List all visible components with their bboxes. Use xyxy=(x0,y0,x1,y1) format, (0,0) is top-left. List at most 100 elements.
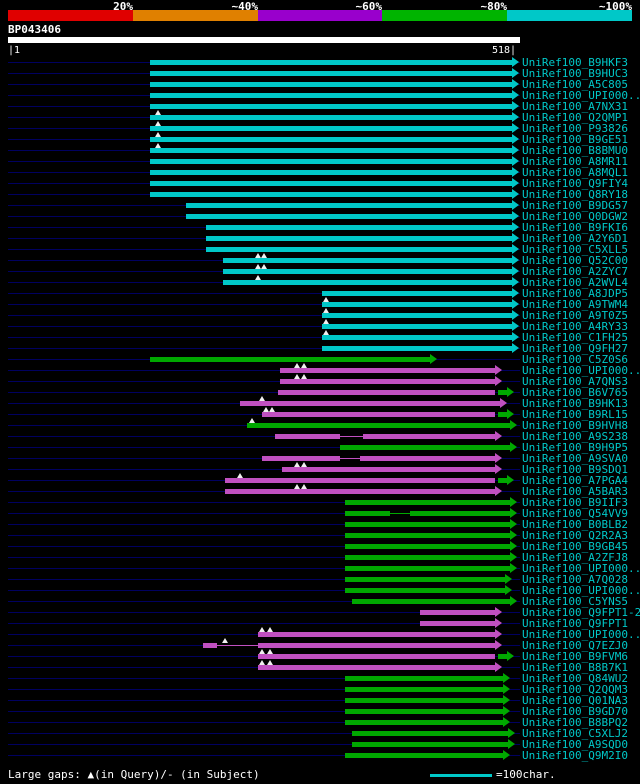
alignment-bar[interactable] xyxy=(345,500,511,505)
alignment-bar[interactable] xyxy=(359,456,496,461)
hit-label[interactable]: UniRef100_B9HUC3 xyxy=(522,67,628,80)
hit-label[interactable]: UniRef100_A7NX31 xyxy=(522,100,628,113)
alignment-bar[interactable] xyxy=(150,115,513,120)
hit-label[interactable]: UniRef100_A2WVL4 xyxy=(522,276,628,289)
hit-label[interactable]: UniRef100_Q8RY18 xyxy=(522,188,628,201)
alignment-bar[interactable] xyxy=(274,434,341,439)
alignment-bar[interactable] xyxy=(345,687,504,692)
hit-label[interactable]: UniRef100_A8MQL1 xyxy=(522,166,628,179)
hit-label[interactable]: UniRef100_A8JDP5 xyxy=(522,287,628,300)
alignment-bar[interactable] xyxy=(420,610,496,615)
alignment-bar[interactable] xyxy=(362,434,496,439)
alignment-bar[interactable] xyxy=(345,709,504,714)
alignment-bar[interactable] xyxy=(258,643,496,648)
hit-label[interactable]: UniRef100_C5Z0S6 xyxy=(522,353,628,366)
hit-label[interactable]: UniRef100_A7Q028 xyxy=(522,573,628,586)
hit-label[interactable]: UniRef100_A7PGA4 xyxy=(522,474,628,487)
alignment-bar[interactable] xyxy=(150,170,513,175)
alignment-bar[interactable] xyxy=(225,489,496,494)
hit-label[interactable]: UniRef100_C5XLL5 xyxy=(522,243,628,256)
hit-label[interactable]: UniRef100_A8MR11 xyxy=(522,155,628,168)
alignment-bar[interactable] xyxy=(258,632,496,637)
alignment-bar[interactable] xyxy=(185,214,513,219)
alignment-bar[interactable] xyxy=(322,346,513,351)
hit-label[interactable]: UniRef100_UPI000... xyxy=(522,628,640,641)
hit-label[interactable]: UniRef100_Q54VV9 xyxy=(522,507,628,520)
alignment-bar[interactable] xyxy=(351,731,509,736)
alignment-bar[interactable] xyxy=(150,159,513,164)
alignment-bar[interactable] xyxy=(150,104,513,109)
hit-label[interactable]: UniRef100_B9HKF3 xyxy=(522,56,628,69)
hit-label[interactable]: UniRef100_B9IIF3 xyxy=(522,496,628,509)
hit-label[interactable]: UniRef100_A5BAR3 xyxy=(522,485,628,498)
alignment-bar[interactable] xyxy=(150,126,513,131)
hit-label[interactable]: UniRef100_A9T0Z5 xyxy=(522,309,628,322)
hit-label[interactable]: UniRef100_B9H9P5 xyxy=(522,441,628,454)
alignment-bar[interactable] xyxy=(345,720,504,725)
hit-label[interactable]: UniRef100_A4RY33 xyxy=(522,320,628,333)
alignment-bar[interactable] xyxy=(223,258,513,263)
alignment-bar[interactable] xyxy=(150,357,431,362)
alignment-bar[interactable] xyxy=(340,458,360,459)
alignment-bar[interactable] xyxy=(345,522,511,527)
alignment-bar[interactable] xyxy=(150,137,513,142)
hit-label[interactable]: UniRef100_B8BMU0 xyxy=(522,144,628,157)
hit-label[interactable]: UniRef100_B9DG57 xyxy=(522,199,628,212)
hit-label[interactable]: UniRef100_B8B7K1 xyxy=(522,661,628,674)
alignment-bar[interactable] xyxy=(498,654,508,659)
alignment-bar[interactable] xyxy=(410,511,511,516)
hit-label[interactable]: UniRef100_Q2QMP1 xyxy=(522,111,628,124)
alignment-bar[interactable] xyxy=(202,643,217,648)
alignment-bar[interactable] xyxy=(205,247,513,252)
hit-label[interactable]: UniRef100_UPI000... xyxy=(522,364,640,377)
alignment-bar[interactable] xyxy=(205,225,513,230)
alignment-bar[interactable] xyxy=(345,588,506,593)
hit-label[interactable]: UniRef100_Q7EZJ0 xyxy=(522,639,628,652)
hit-label[interactable]: UniRef100_Q52C00 xyxy=(522,254,628,267)
hit-label[interactable]: UniRef100_A5C805 xyxy=(522,78,628,91)
alignment-bar[interactable] xyxy=(345,511,390,516)
alignment-bar[interactable] xyxy=(225,478,496,483)
alignment-bar[interactable] xyxy=(351,599,511,604)
hit-label[interactable]: UniRef100_Q9FPT1 xyxy=(522,617,628,630)
hit-label[interactable]: UniRef100_Q9FH27 xyxy=(522,342,628,355)
alignment-bar[interactable] xyxy=(345,577,506,582)
alignment-bar[interactable] xyxy=(279,379,496,384)
alignment-bar[interactable] xyxy=(150,93,513,98)
alignment-bar[interactable] xyxy=(345,566,511,571)
alignment-bar[interactable] xyxy=(258,654,496,659)
hit-label[interactable]: UniRef100_Q9M2I0 xyxy=(522,749,628,762)
hit-label[interactable]: UniRef100_B6V765 xyxy=(522,386,628,399)
alignment-bar[interactable] xyxy=(279,368,496,373)
hit-label[interactable]: UniRef100_B9RL15 xyxy=(522,408,628,421)
alignment-bar[interactable] xyxy=(223,280,513,285)
hit-label[interactable]: UniRef100_Q01NA3 xyxy=(522,694,628,707)
hit-label[interactable]: UniRef100_A7QNS3 xyxy=(522,375,628,388)
hit-label[interactable]: UniRef100_A9TWM4 xyxy=(522,298,628,311)
hit-label[interactable]: UniRef100_B9FVM6 xyxy=(522,650,628,663)
alignment-bar[interactable] xyxy=(420,621,496,626)
hit-label[interactable]: UniRef100_B9SDQ1 xyxy=(522,463,628,476)
hit-label[interactable]: UniRef100_UPI000... xyxy=(522,584,640,597)
alignment-bar[interactable] xyxy=(498,412,508,417)
alignment-bar[interactable] xyxy=(340,436,363,437)
alignment-bar[interactable] xyxy=(262,412,496,417)
alignment-bar[interactable] xyxy=(340,445,511,450)
hit-label[interactable]: UniRef100_B9GD70 xyxy=(522,705,628,718)
hit-label[interactable]: UniRef100_Q0DGW2 xyxy=(522,210,628,223)
alignment-bar[interactable] xyxy=(322,291,513,296)
alignment-bar[interactable] xyxy=(150,82,513,87)
hit-label[interactable]: UniRef100_A9S238 xyxy=(522,430,628,443)
hit-label[interactable]: UniRef100_A2Y6D1 xyxy=(522,232,628,245)
alignment-bar[interactable] xyxy=(389,513,411,514)
hit-label[interactable]: UniRef100_B9HVH8 xyxy=(522,419,628,432)
hit-label[interactable]: UniRef100_Q84WU2 xyxy=(522,672,628,685)
hit-label[interactable]: UniRef100_B8BPQ2 xyxy=(522,716,628,729)
hit-label[interactable]: UniRef100_C5YNS5 xyxy=(522,595,628,608)
alignment-bar[interactable] xyxy=(345,753,504,758)
hit-label[interactable]: UniRef100_UPI000... xyxy=(522,562,640,575)
alignment-bar[interactable] xyxy=(351,742,509,747)
hit-label[interactable]: UniRef100_B9GB45 xyxy=(522,540,628,553)
alignment-bar[interactable] xyxy=(322,302,513,307)
hit-label[interactable]: UniRef100_B9GE51 xyxy=(522,133,628,146)
